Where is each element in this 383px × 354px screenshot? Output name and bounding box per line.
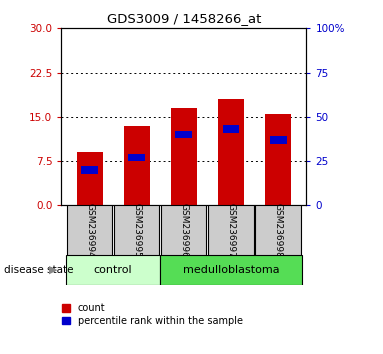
Bar [81,166,98,174]
Bar [114,205,159,255]
Bar [208,205,254,255]
Text: GSM236996: GSM236996 [179,202,188,258]
Bar [270,136,286,144]
Text: GSM236994: GSM236994 [85,203,94,257]
Bar [160,255,302,285]
Bar [161,205,206,255]
Bar [265,114,291,205]
Bar [218,99,244,205]
Bar [67,205,112,255]
Text: control: control [94,265,133,275]
Bar [66,255,160,285]
Text: GSM236995: GSM236995 [132,202,141,258]
Bar [124,126,150,205]
Text: disease state: disease state [4,265,73,275]
Bar [223,125,239,133]
Bar [171,108,197,205]
Text: ▶: ▶ [49,265,57,275]
Text: GSM236997: GSM236997 [226,202,236,258]
Legend: count, percentile rank within the sample: count, percentile rank within the sample [62,303,243,326]
Bar [128,154,145,161]
Bar [255,205,301,255]
Text: GDS3009 / 1458266_at: GDS3009 / 1458266_at [106,12,261,25]
Bar [175,131,192,138]
Bar [77,152,103,205]
Text: GSM236998: GSM236998 [273,202,283,258]
Text: medulloblastoma: medulloblastoma [183,265,279,275]
